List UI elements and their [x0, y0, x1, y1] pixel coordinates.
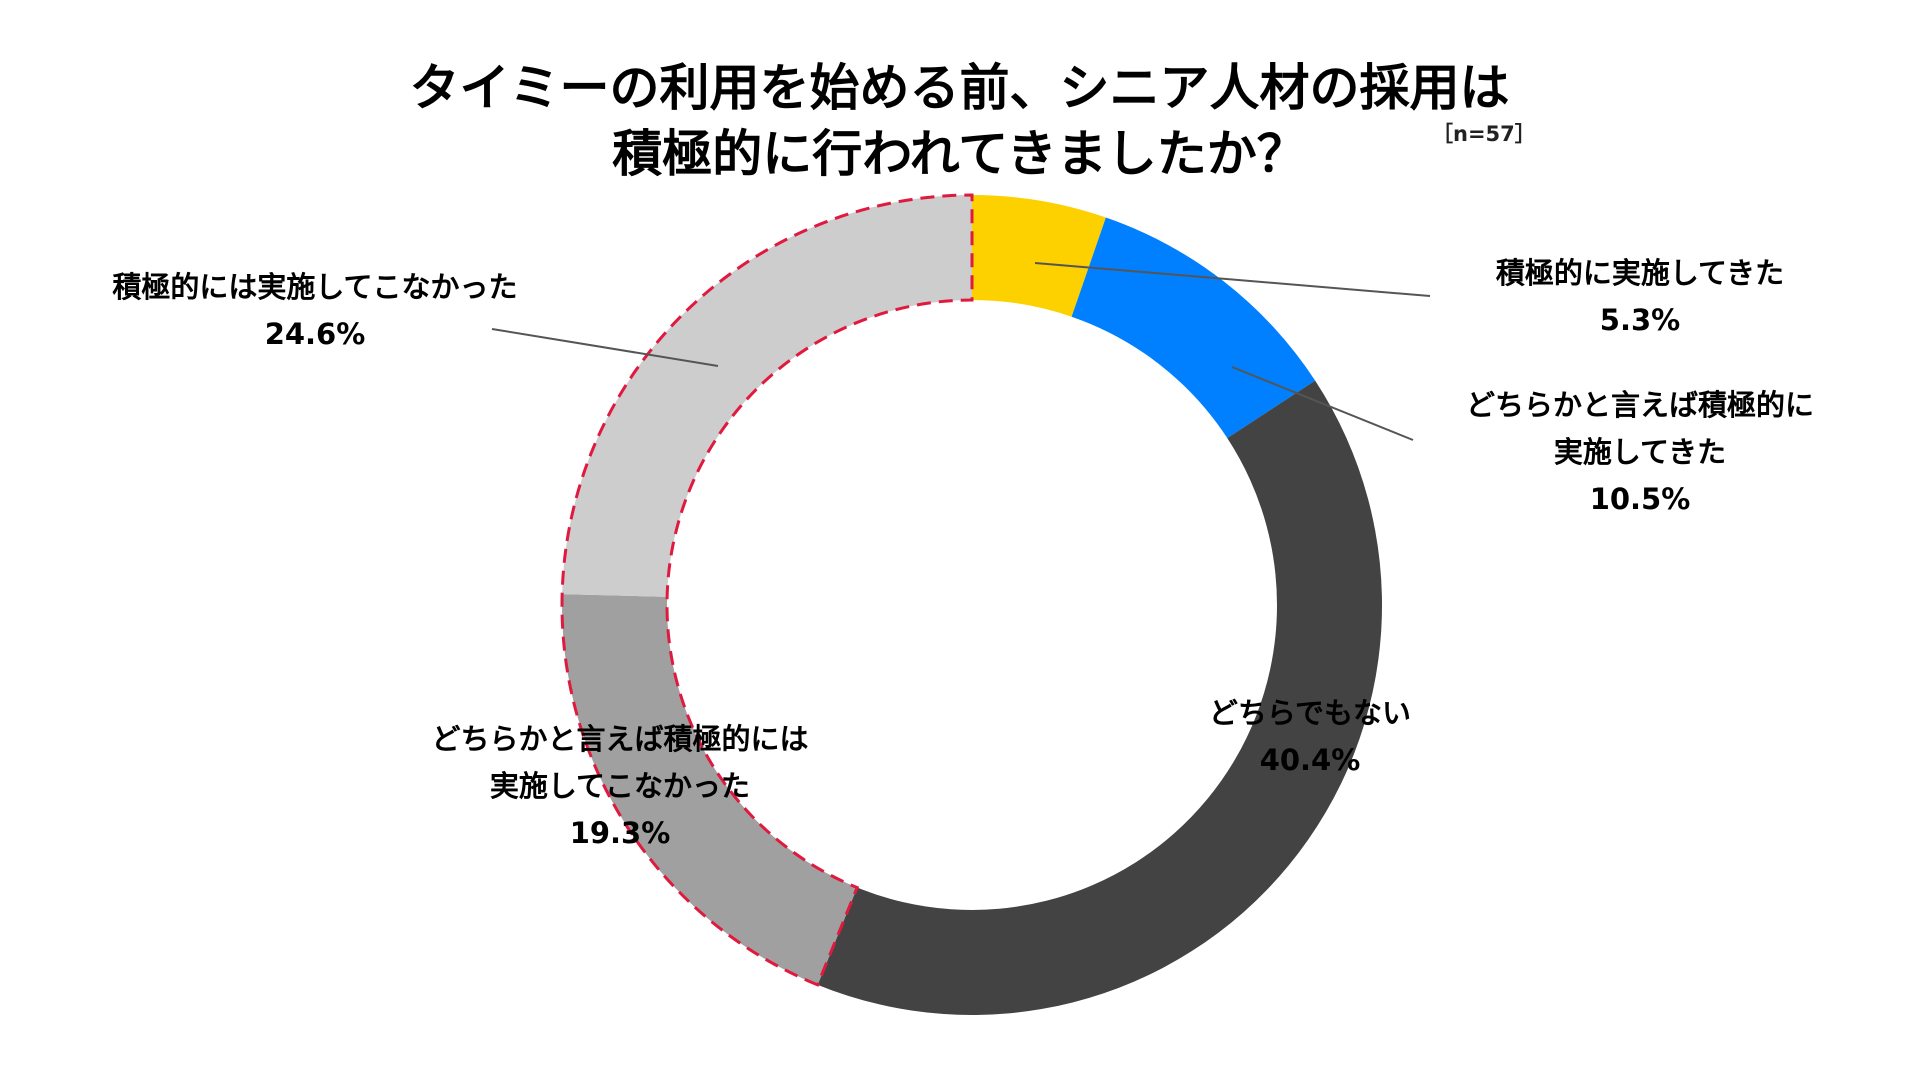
slice-name-s2-0: どちらかと言えば積極的に [1465, 388, 1814, 422]
slice-label-s3: どちらでもない 40.4% [1140, 690, 1480, 784]
slice-value-s5: 24.6% [264, 317, 366, 351]
leader-line-s2 [1231, 366, 1414, 441]
slice-label-s5: 積極的には実施してこなかった 24.6% [20, 264, 610, 358]
slice-label-s2: どちらかと言えば積極的に 実施してきた 10.5% [1360, 382, 1919, 523]
slice-name-s4-1: 実施してこなかった [489, 769, 751, 803]
slice-s4 [561, 594, 858, 985]
slice-name-s3-0: どちらでもない [1208, 696, 1412, 730]
slice-label-s4: どちらかと言えば積極的には 実施してこなかった 19.3% [330, 716, 910, 857]
slice-value-s1: 5.3% [1599, 303, 1681, 337]
sample-size-note: ［n=57］ [1432, 122, 1536, 146]
slice-name-s1-0: 積極的に実施してきた [1495, 256, 1785, 290]
slice-s1 [972, 195, 1106, 317]
slice-name-s5-0: 積極的には実施してこなかった [112, 270, 518, 304]
slice-value-s3: 40.4% [1259, 743, 1361, 777]
chart-title-line2: 積極的に行われてきましたか？ [612, 125, 1307, 183]
highlight-outline [560, 193, 974, 987]
slice-name-s2-1: 実施してきた [1553, 435, 1727, 469]
chart-title-line1: タイミーの利用を始める前、シニア人材の採用は [409, 59, 1510, 117]
slice-s3 [817, 380, 1382, 1016]
leader-line-s5 [491, 328, 719, 367]
slice-s5 [562, 195, 972, 597]
slice-s2 [1071, 217, 1316, 439]
slice-name-s4-0: どちらかと言えば積極的には [431, 722, 809, 756]
slice-value-s4: 19.3% [569, 816, 671, 850]
slice-label-s1: 積極的に実施してきた 5.3% [1360, 250, 1919, 344]
slice-value-s2: 10.5% [1589, 482, 1691, 516]
leader-line-s1 [1034, 262, 1431, 297]
